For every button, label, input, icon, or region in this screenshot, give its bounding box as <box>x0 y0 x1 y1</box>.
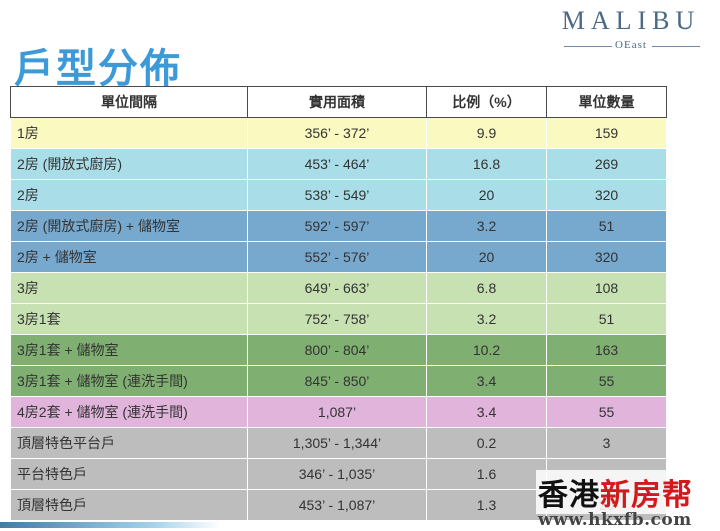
cell-saleable-area: 1,305’ - 1,344’ <box>247 427 427 459</box>
cell-unit-count: 269 <box>546 148 667 180</box>
logo-rule-left <box>564 46 612 47</box>
header-unit-count: 單位數量 <box>546 86 667 118</box>
table-row: 3房1套 752’ - 758’ 3.2 51 <box>10 303 667 335</box>
table-row: 1房 356’ - 372’ 9.9 159 <box>10 117 667 149</box>
cell-unit-layout: 2房 <box>10 179 248 211</box>
logo-wordmark: MALIBU <box>561 6 701 35</box>
cell-saleable-area: 538’ - 549’ <box>247 179 427 211</box>
cell-ratio: 9.9 <box>426 117 547 149</box>
cell-unit-layout: 頂層特色戶 <box>10 489 248 521</box>
cell-unit-count: 163 <box>546 334 667 366</box>
table-row: 2房 538’ - 549’ 20 320 <box>10 179 667 211</box>
cell-ratio: 3.2 <box>426 303 547 335</box>
logo-subtitle: OEast <box>615 39 647 51</box>
table-row: 2房 + 儲物室 552’ - 576’ 20 320 <box>10 241 667 273</box>
watermark-brand: 香港新房帮 <box>536 470 695 514</box>
cell-unit-layout: 2房 + 儲物室 <box>10 241 248 273</box>
cell-unit-count: 108 <box>546 272 667 304</box>
cell-saleable-area: 346’ - 1,035’ <box>247 458 427 490</box>
unit-distribution-table: 單位間隔 實用面積 比例（%） 單位數量 1房 356’ - 372’ 9.9 159… <box>10 86 667 521</box>
malibu-logo: MALIBU OEast <box>556 6 706 58</box>
cell-unit-count: 320 <box>546 179 667 211</box>
cell-saleable-area: 356’ - 372’ <box>247 117 427 149</box>
cell-unit-layout: 4房2套 + 儲物室 (連洗手間) <box>10 396 248 428</box>
header-unit-layout: 單位間隔 <box>10 86 248 118</box>
cell-ratio: 0.2 <box>426 427 547 459</box>
table-row: 2房 (開放式廚房) + 儲物室 592’ - 597’ 3.2 51 <box>10 210 667 242</box>
cell-ratio: 1.3 <box>426 489 547 521</box>
cell-unit-count: 320 <box>546 241 667 273</box>
cell-unit-layout: 2房 (開放式廚房) + 儲物室 <box>10 210 248 242</box>
table-row: 頂層特色平台戶 1,305’ - 1,344’ 0.2 3 <box>10 427 667 459</box>
cell-ratio: 3.2 <box>426 210 547 242</box>
header-saleable-area: 實用面積 <box>247 86 427 118</box>
cell-saleable-area: 552’ - 576’ <box>247 241 427 273</box>
table-row: 2房 (開放式廚房) 453’ - 464’ 16.8 269 <box>10 148 667 180</box>
cell-ratio: 16.8 <box>426 148 547 180</box>
table-row: 平台特色戶 346’ - 1,035’ 1.6 <box>10 458 667 490</box>
watermark-url: www.hkxfb.com <box>538 510 692 530</box>
cell-saleable-area: 649’ - 663’ <box>247 272 427 304</box>
cell-unit-count: 3 <box>546 427 667 459</box>
cell-unit-layout: 1房 <box>10 117 248 149</box>
table-row: 3房 649’ - 663’ 6.8 108 <box>10 272 667 304</box>
table-row: 3房1套 + 儲物室 800’ - 804’ 10.2 163 <box>10 334 667 366</box>
cell-unit-layout: 3房 <box>10 272 248 304</box>
cell-unit-layout: 頂層特色平台戶 <box>10 427 248 459</box>
cell-ratio: 6.8 <box>426 272 547 304</box>
page-title: 戶型分佈 <box>14 46 182 92</box>
cell-unit-count: 159 <box>546 117 667 149</box>
watermark-part-2: 新房帮 <box>600 478 693 513</box>
cell-ratio: 10.2 <box>426 334 547 366</box>
cell-unit-layout: 平台特色戶 <box>10 458 248 490</box>
cell-saleable-area: 592’ - 597’ <box>247 210 427 242</box>
cell-saleable-area: 453’ - 464’ <box>247 148 427 180</box>
header-ratio: 比例（%） <box>426 86 547 118</box>
cell-saleable-area: 800’ - 804’ <box>247 334 427 366</box>
cell-unit-layout: 3房1套 + 儲物室 (連洗手間) <box>10 365 248 397</box>
table-row: 3房1套 + 儲物室 (連洗手間) 845’ - 850’ 3.4 55 <box>10 365 667 397</box>
logo-rule-right <box>652 46 700 47</box>
cell-ratio: 20 <box>426 241 547 273</box>
cell-unit-layout: 2房 (開放式廚房) <box>10 148 248 180</box>
cell-ratio: 3.4 <box>426 365 547 397</box>
cell-saleable-area: 453’ - 1,087’ <box>247 489 427 521</box>
cell-ratio: 20 <box>426 179 547 211</box>
table-row: 4房2套 + 儲物室 (連洗手間) 1,087’ 3.4 55 <box>10 396 667 428</box>
bottom-decor-strip <box>0 522 220 528</box>
cell-unit-count: 51 <box>546 303 667 335</box>
cell-ratio: 1.6 <box>426 458 547 490</box>
cell-saleable-area: 845’ - 850’ <box>247 365 427 397</box>
cell-ratio: 3.4 <box>426 396 547 428</box>
cell-saleable-area: 1,087’ <box>247 396 427 428</box>
cell-saleable-area: 752’ - 758’ <box>247 303 427 335</box>
cell-unit-layout: 3房1套 <box>10 303 248 335</box>
table-header-row: 單位間隔 實用面積 比例（%） 單位數量 <box>10 86 667 118</box>
cell-unit-count: 51 <box>546 210 667 242</box>
cell-unit-count: 55 <box>546 396 667 428</box>
cell-unit-count: 55 <box>546 365 667 397</box>
cell-unit-layout: 3房1套 + 儲物室 <box>10 334 248 366</box>
watermark-part-1: 香港 <box>538 478 600 513</box>
